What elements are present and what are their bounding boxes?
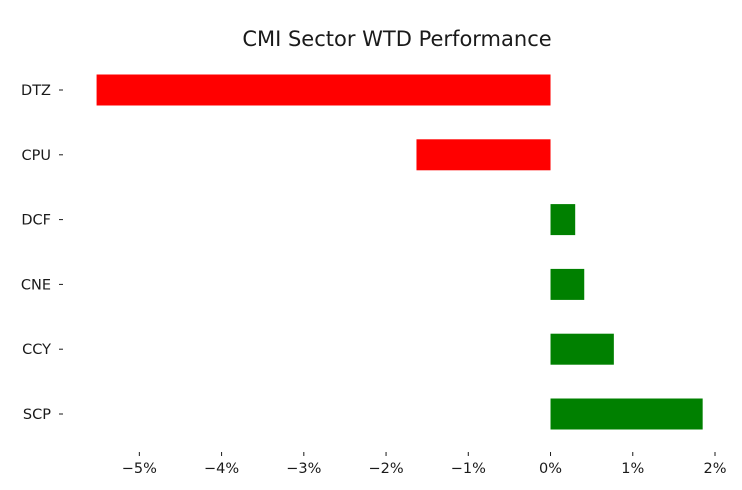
x-tick-label-2: −3% bbox=[286, 461, 321, 477]
x-axis: −5% −4% −3% −2% −1% 0% 1% 2% bbox=[122, 452, 727, 477]
x-tick-label-0: −5% bbox=[122, 461, 157, 477]
y-tick-label-ccy: CCY bbox=[22, 342, 51, 358]
bars-group bbox=[96, 74, 703, 430]
bar-dcf bbox=[550, 204, 576, 236]
bar-ccy bbox=[550, 333, 614, 365]
x-tick-label-5: 0% bbox=[539, 461, 562, 477]
bar-scp bbox=[550, 398, 703, 430]
y-tick-label-cpu: CPU bbox=[22, 148, 51, 164]
x-tick-label-3: −2% bbox=[368, 461, 403, 477]
y-tick-label-scp: SCP bbox=[23, 407, 51, 423]
bar-dtz bbox=[96, 74, 551, 106]
x-tick-label-6: 1% bbox=[621, 461, 644, 477]
x-tick-label-7: 2% bbox=[703, 461, 726, 477]
x-tick-label-1: −4% bbox=[204, 461, 239, 477]
chart-title: CMI Sector WTD Performance bbox=[242, 27, 551, 51]
y-tick-label-cne: CNE bbox=[21, 277, 51, 293]
bar-cpu bbox=[416, 139, 551, 171]
y-tick-label-dtz: DTZ bbox=[21, 83, 51, 99]
y-tick-label-dcf: DCF bbox=[21, 213, 51, 229]
y-axis: DTZ CPU DCF CNE CCY SCP bbox=[21, 83, 63, 423]
x-tick-label-4: −1% bbox=[451, 461, 486, 477]
bar-cne bbox=[550, 268, 585, 300]
